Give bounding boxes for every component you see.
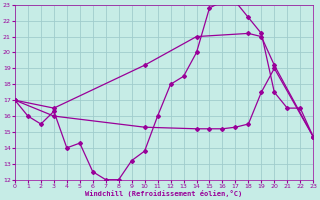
X-axis label: Windchill (Refroidissement éolien,°C): Windchill (Refroidissement éolien,°C) bbox=[85, 190, 243, 197]
